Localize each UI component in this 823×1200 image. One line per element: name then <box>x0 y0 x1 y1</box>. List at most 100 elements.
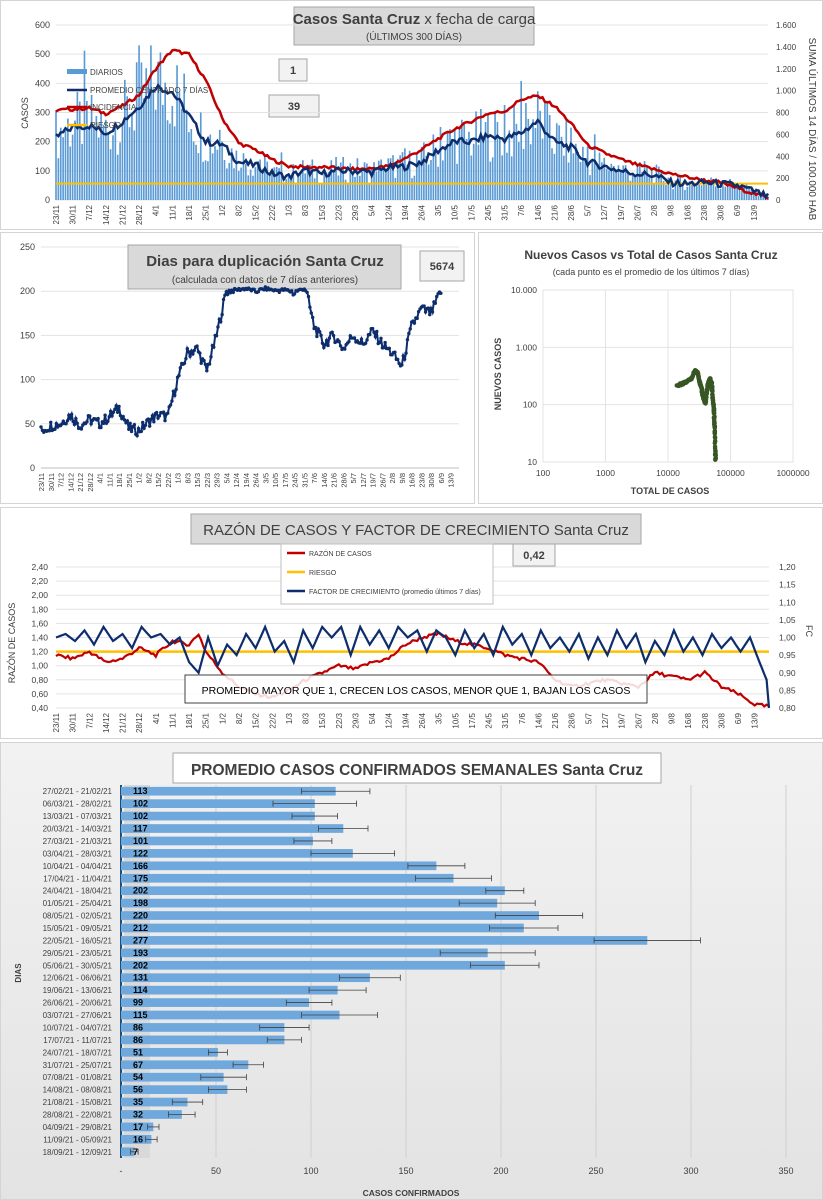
duplicacion-point <box>96 416 100 421</box>
duplicacion-line <box>40 284 442 438</box>
razon-x-tick: 21/12 <box>119 712 128 733</box>
razon-x-tick: 16/8 <box>684 712 693 728</box>
casos-bar-diarios <box>157 61 159 201</box>
duplicacion-point <box>71 419 75 424</box>
semanal-value-label: 54 <box>133 1072 143 1082</box>
duplicacion-point <box>379 336 383 341</box>
casos-bar-diarios <box>339 162 342 200</box>
casos-bar-diarios <box>741 184 743 200</box>
casos-bar-diarios <box>430 159 432 200</box>
duplicacion-point <box>405 337 410 342</box>
duplicacion-point <box>426 306 431 310</box>
chart-duplicacion-panel: Dias para duplicación Santa Cruz (calcul… <box>0 232 475 504</box>
duplicacion-title-box <box>127 244 402 290</box>
casos-bar-diarios <box>700 185 703 200</box>
duplicacion-point <box>178 366 183 370</box>
casos-bar-diarios <box>105 119 107 200</box>
nuevos-y-tick: 1.000 <box>516 342 538 352</box>
chart-casos: Casos Santa Cruz x fecha de carga (ÚLTIM… <box>20 6 819 225</box>
casos-x-tick: 13/9 <box>750 204 759 220</box>
casos-bar-diarios <box>88 125 91 200</box>
duplicacion-x-tick: 3/5 <box>261 473 270 483</box>
casos-bar-diarios <box>358 175 361 200</box>
duplicacion-point <box>75 421 79 425</box>
semanal-category: 10/07/21 - 04/07/21 <box>43 1023 113 1032</box>
duplicacion-point <box>209 355 213 359</box>
duplicacion-x-tick: 1/2 <box>135 473 144 483</box>
duplicacion-x-tick: 5/4 <box>222 473 231 483</box>
casos-bar-diarios <box>624 165 627 200</box>
duplicacion-point <box>216 325 220 329</box>
duplicacion-point <box>422 304 426 308</box>
casos-x-tick: 31/5 <box>501 204 510 220</box>
duplicacion-x-tick: 21/12 <box>76 473 85 492</box>
duplicacion-point <box>435 294 439 299</box>
duplicacion-x-tick: 22/3 <box>203 473 212 488</box>
casos-bar-diarios <box>641 171 644 200</box>
legend-diarios: DIARIOS <box>90 68 123 77</box>
casos-bar-diarios <box>171 105 174 200</box>
casos-bar-diarios <box>249 169 252 200</box>
razon-x-tick: 1/2 <box>218 712 227 724</box>
semanal-category: 15/05/21 - 09/05/21 <box>43 924 113 933</box>
casos-bar-diarios <box>589 175 591 200</box>
semanal-category: 19/06/21 - 13/06/21 <box>43 986 113 995</box>
duplicacion-x-tick: 31/5 <box>300 473 309 488</box>
duplicacion-point <box>154 410 159 415</box>
casos-bar-diarios <box>216 149 219 200</box>
casos-y2-tick: 200 <box>776 174 790 183</box>
semanal-category: 18/09/21 - 12/09/21 <box>43 1148 113 1157</box>
casos-bar-diarios <box>475 111 477 200</box>
duplicacion-point <box>122 418 127 422</box>
casos-bar-diarios <box>579 161 582 200</box>
casos-y2-tick: 400 <box>776 152 790 161</box>
casos-bar-diarios <box>292 164 295 200</box>
semanal-category: 24/07/21 - 18/07/21 <box>43 1048 113 1057</box>
semanal-value-label: 212 <box>133 923 148 933</box>
casos-bar-diarios <box>404 148 406 200</box>
duplicacion-point <box>149 417 153 421</box>
duplicacion-x-tick: 23/11 <box>37 473 46 491</box>
duplicacion-point <box>316 327 320 331</box>
razon-y2-tick: 0,90 <box>779 668 796 678</box>
nuevos-x-tick: 100000 <box>716 468 745 478</box>
legend-riesgo: RIESGO <box>90 121 121 130</box>
semanal-bar <box>121 886 505 896</box>
semanal-x-tick: 100 <box>303 1166 318 1176</box>
casos-title: Casos Santa Cruz <box>293 11 421 28</box>
duplicacion-point <box>416 309 421 314</box>
casos-bar-diarios <box>577 151 579 200</box>
casos-bar-diarios <box>135 62 138 201</box>
casos-bar-diarios <box>574 143 577 200</box>
chart-nuevos-panel: Nuevos Casos vs Total de Casos Santa Cru… <box>478 232 823 504</box>
casos-bar-diarios <box>140 62 143 200</box>
duplicacion-point <box>404 351 408 355</box>
semanal-bar <box>121 973 370 983</box>
casos-bar-diarios <box>131 114 133 200</box>
razon-y2-tick: 1,15 <box>779 580 796 590</box>
casos-bar-diarios <box>517 142 520 200</box>
casos-bar-diarios <box>598 152 601 200</box>
casos-bar-diarios <box>71 134 74 200</box>
duplicacion-point <box>207 362 212 366</box>
casos-y2-tick: 800 <box>776 109 790 118</box>
duplicacion-point <box>125 419 130 423</box>
razon-x-tick: 28/6 <box>568 712 577 728</box>
casos-bar-diarios <box>634 175 636 200</box>
semanal-value-label: 101 <box>133 836 148 846</box>
semanal-value-label: 67 <box>133 1060 143 1070</box>
casos-bar-diarios <box>119 142 121 200</box>
casos-bar-diarios <box>211 153 214 200</box>
duplicacion-point <box>343 347 347 351</box>
casos-bar-diarios <box>304 173 307 200</box>
casos-bar-diarios <box>237 170 240 200</box>
casos-bar-diarios <box>363 162 366 200</box>
casos-bar-diarios <box>703 181 705 200</box>
casos-bar-diarios <box>349 163 352 200</box>
semanal-bar <box>121 1035 285 1045</box>
duplicacion-x-tick: 15/3 <box>193 473 202 488</box>
nuevos-x-tick: 1000 <box>596 468 615 478</box>
nuevos-x-label: TOTAL DE CASOS <box>631 486 710 496</box>
semanal-x-tick: - <box>120 1166 123 1176</box>
casos-line-incidencia <box>55 48 769 200</box>
